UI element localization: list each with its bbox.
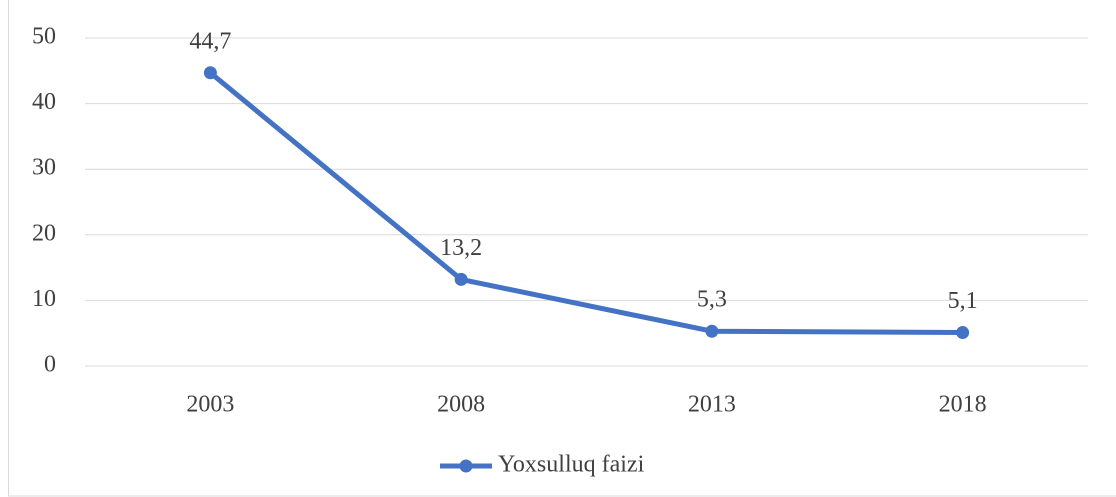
data-point — [454, 272, 468, 286]
x-tick-label: 2018 — [939, 392, 987, 418]
series-line — [208, 70, 963, 336]
y-tick-label: 50 — [32, 24, 56, 50]
chart-border — [8, 0, 1116, 497]
data-point — [203, 66, 217, 80]
y-tick-label: 10 — [32, 286, 56, 312]
y-tick-label: 30 — [32, 155, 56, 181]
x-tick-label: 2008 — [437, 392, 485, 418]
data-point — [956, 326, 970, 340]
legend-marker — [459, 459, 473, 473]
data-label: 44,7 — [189, 28, 231, 54]
data-point — [705, 324, 719, 338]
y-tick-label: 20 — [32, 220, 56, 246]
data-label: 5,1 — [948, 288, 978, 314]
legend-label: Yoxsulluq faizi — [498, 452, 645, 478]
y-tick-label: 40 — [32, 89, 56, 115]
x-tick-label: 2003 — [186, 392, 234, 418]
x-tick-label: 2013 — [688, 392, 736, 418]
data-label: 13,2 — [440, 235, 482, 261]
y-tick-label: 0 — [44, 352, 56, 378]
data-label: 5,3 — [697, 287, 727, 313]
